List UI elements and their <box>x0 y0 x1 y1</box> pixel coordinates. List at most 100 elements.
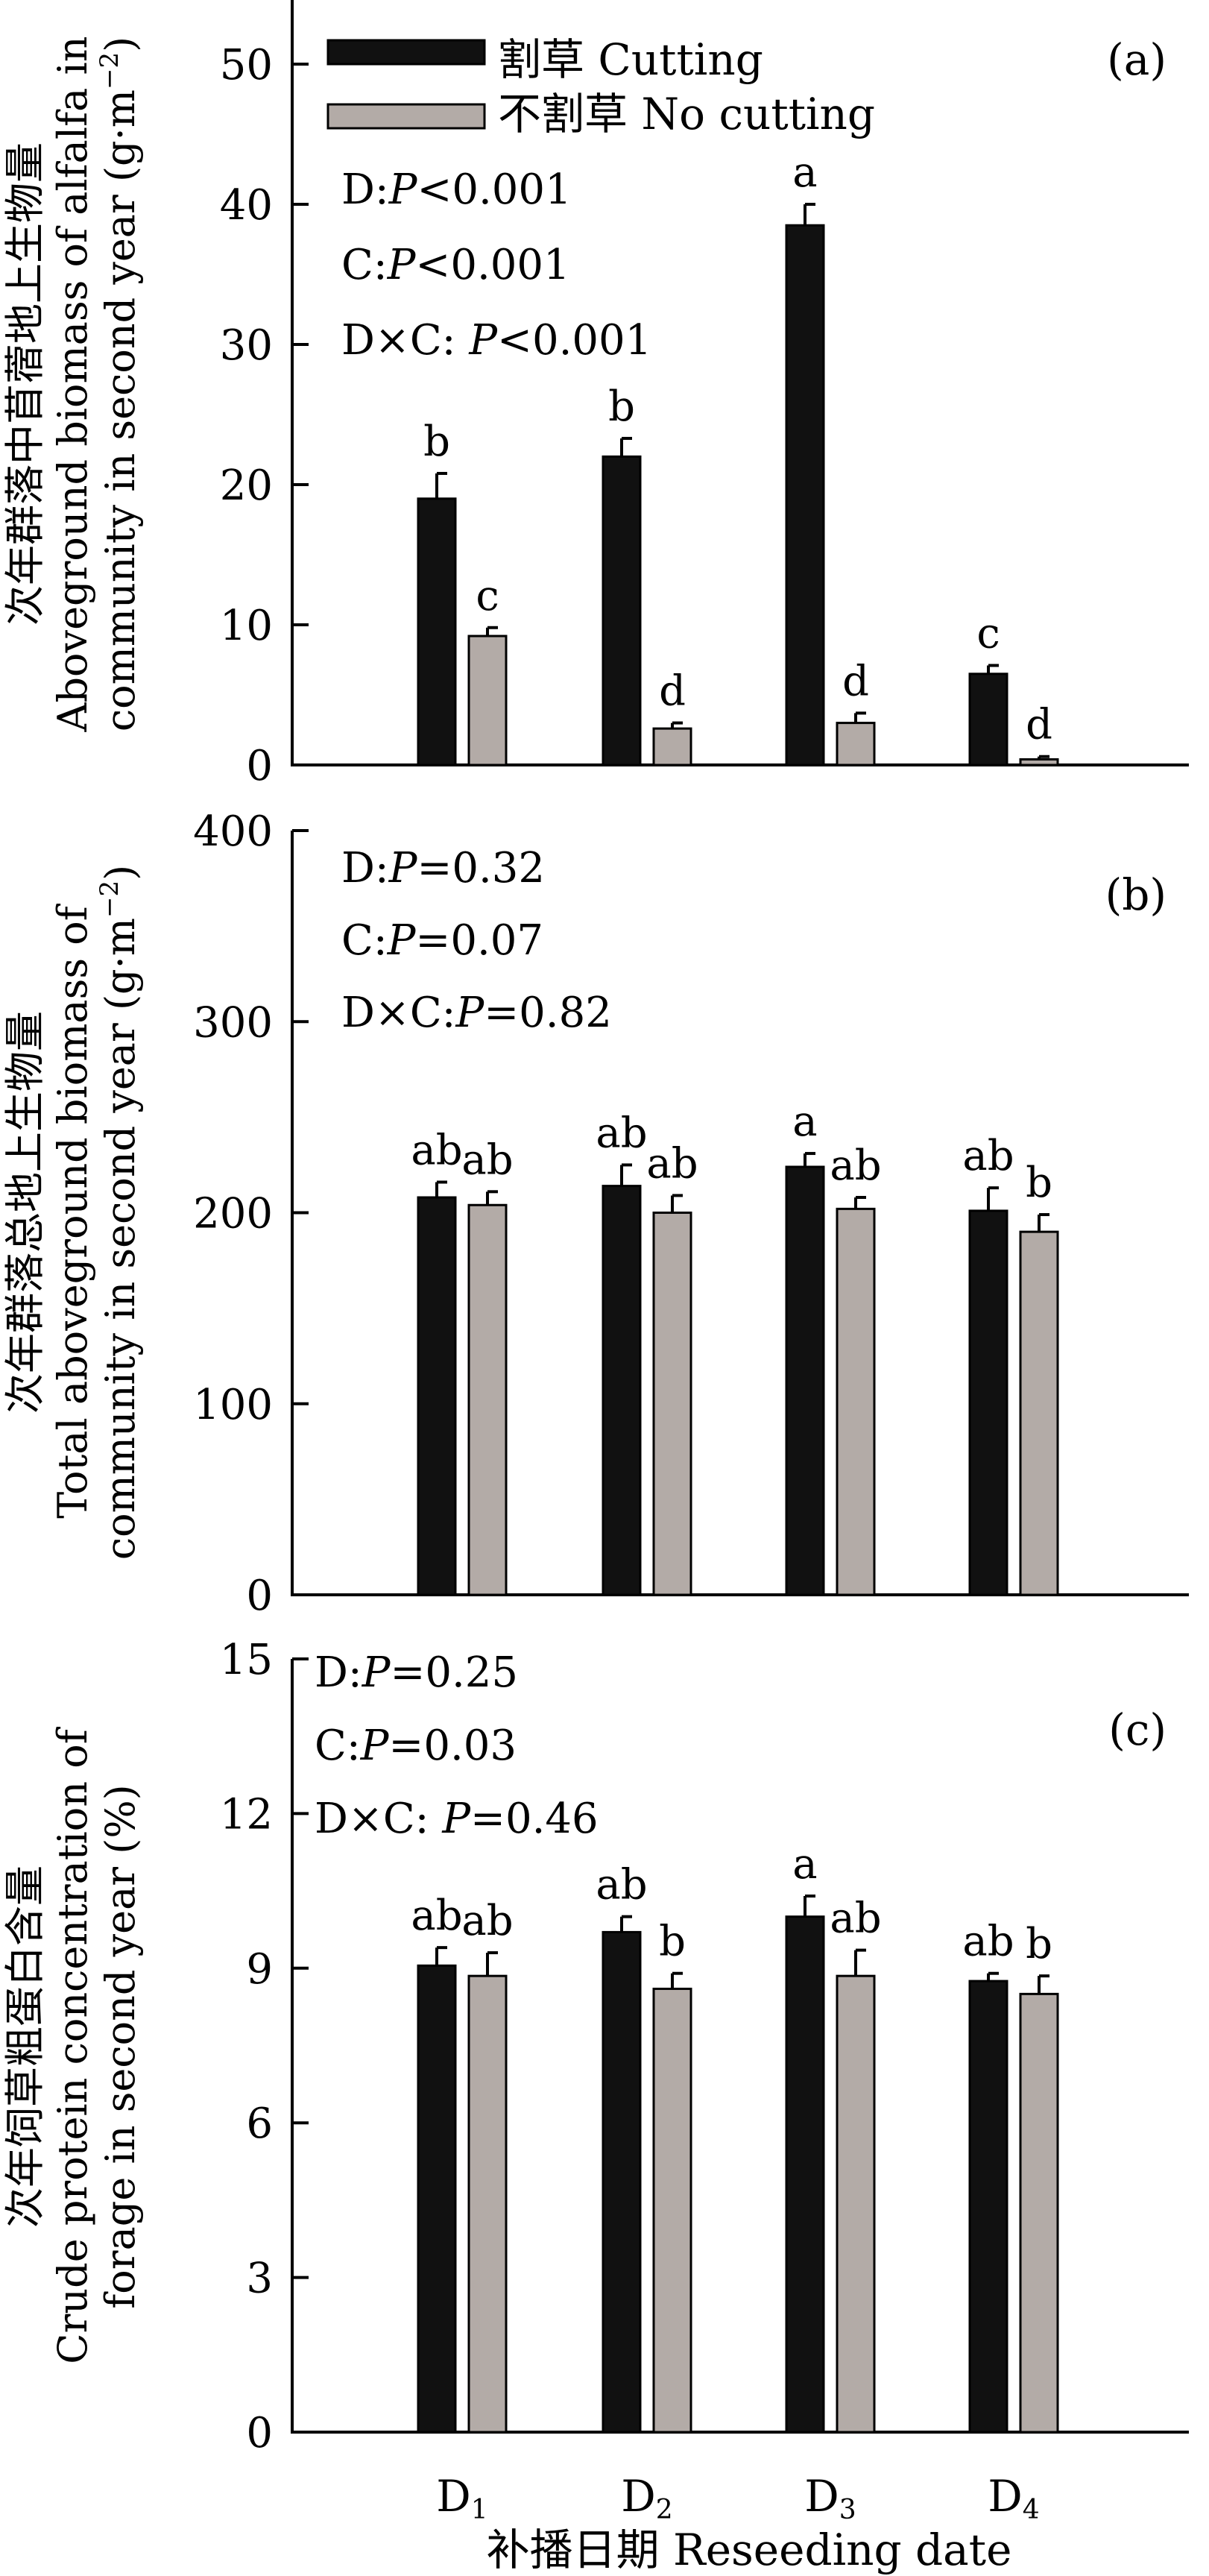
significance-letter: d <box>842 657 869 705</box>
bar-cutting <box>968 1209 1008 1596</box>
significance-letter: ab <box>596 1109 647 1157</box>
bar-no-cutting <box>467 634 508 766</box>
panel-label: (c) <box>1108 1704 1167 1755</box>
significance-letter: ab <box>461 1136 513 1184</box>
significance-letter: ab <box>461 1897 513 1945</box>
stats: D:P<0.001 C:P<0.001 D×C: P<0.001 <box>341 166 651 365</box>
y-tick-label: 3 <box>246 2255 273 2303</box>
significance-letter: a <box>792 1098 817 1146</box>
y-axis-title-en-2: forage in second year (%) <box>97 1784 144 2308</box>
bar-cutting <box>417 497 457 766</box>
stat-line: D×C: P<0.001 <box>341 316 651 365</box>
y-tick-label: 40 <box>220 181 273 230</box>
legend: 割草 Cutting 不割草 No cutting <box>326 34 875 139</box>
significance-letter: b <box>659 1918 686 1966</box>
x-axis-title: 补播日期 Reseeding date <box>487 2525 1012 2575</box>
panel-label: (a) <box>1107 34 1167 85</box>
y-axis-title: 次年群落总地上生物量 Total aboveground biomass of … <box>1 865 144 1560</box>
significance-letter: c <box>476 572 499 620</box>
x-tick-label: D3 <box>804 2471 856 2525</box>
y-ticks: 0 3 6 9 12 15 <box>220 1636 309 2457</box>
x-tick-label: D1 <box>436 2471 487 2525</box>
bar-no-cutting <box>1019 758 1059 766</box>
x-tick-label: D4 <box>988 2471 1039 2525</box>
y-tick-label: 9 <box>246 1945 273 1994</box>
significance-letter: ab <box>962 1132 1014 1180</box>
significance-letter: b <box>608 382 635 431</box>
legend-label-cutting: 割草 Cutting <box>498 34 763 85</box>
significance-letter: c <box>976 610 1000 658</box>
bar-no-cutting <box>836 722 876 766</box>
significance-letter: d <box>1026 701 1052 749</box>
bar-cutting <box>602 1930 642 2434</box>
y-axis-title-en-1: Total aboveground biomass of <box>49 903 96 1518</box>
bar-no-cutting <box>467 1974 508 2434</box>
y-tick-label: 20 <box>220 462 273 510</box>
significance-letter: ab <box>962 1918 1014 1966</box>
y-axis-title-en-2: community in second year (g·m−2) <box>95 37 144 731</box>
stat-line: C:P=0.03 <box>315 1722 517 1770</box>
y-tick-label: 6 <box>246 2100 273 2148</box>
y-axis-title-cn: 次年群落总地上生物量 <box>1 1011 48 1414</box>
y-axis-title: 次年群落中苜蓿地上生物量 Aboveground biomass of alfa… <box>1 36 144 732</box>
significance-letter: d <box>659 667 686 716</box>
bar-no-cutting <box>836 1207 876 1596</box>
bar-no-cutting <box>1019 1230 1059 1596</box>
significance-letter: ab <box>411 1127 462 1175</box>
stat-line: D:P=0.25 <box>315 1648 518 1697</box>
bar-cutting <box>417 1196 457 1596</box>
legend-swatch-no-cutting <box>326 103 486 130</box>
stat-line: C:P=0.07 <box>341 916 543 965</box>
bar-cutting <box>602 455 642 766</box>
significance-letter: b <box>1026 1920 1052 1968</box>
legend-swatch-cutting <box>326 39 486 66</box>
bar-cutting <box>968 673 1008 766</box>
bar-cutting <box>968 1980 1008 2434</box>
significance-letter: a <box>792 1840 817 1889</box>
significance-letter: ab <box>411 1892 462 1940</box>
x-tick-labels: D1 D2 D3 D4 <box>436 2471 1039 2525</box>
y-tick-label: 300 <box>193 998 273 1047</box>
stat-line: D×C:P=0.82 <box>341 989 612 1037</box>
bar-no-cutting <box>1019 1992 1059 2434</box>
panel-label: (b) <box>1105 869 1167 920</box>
y-ticks: 0 100 200 300 400 <box>193 807 309 1620</box>
y-tick-label: 0 <box>246 742 273 790</box>
y-tick-label: 0 <box>246 1572 273 1620</box>
significance-letter: ab <box>596 1861 647 1909</box>
stats: D:P=0.32 C:P=0.07 D×C:P=0.82 <box>341 844 612 1037</box>
y-axis-title: 次年饲草粗蛋白含量 Crude protein concentration of… <box>1 1726 144 2364</box>
y-tick-label: 12 <box>220 1790 273 1839</box>
bar-cutting <box>417 1964 457 2434</box>
bar-no-cutting <box>652 1212 692 1596</box>
stats: D:P=0.25 C:P=0.03 D×C: P=0.46 <box>315 1648 599 1843</box>
y-tick-label: 100 <box>193 1381 273 1429</box>
y-tick-label: 10 <box>220 602 273 650</box>
y-axis-title-en-1: Aboveground biomass of alfalfa in <box>49 36 96 732</box>
bar-no-cutting <box>652 1987 692 2434</box>
bar-cutting <box>602 1185 642 1596</box>
bar-cutting <box>785 1165 825 1596</box>
stat-line: D:P<0.001 <box>341 166 572 214</box>
significance-letter: ab <box>830 1895 881 1943</box>
bar-no-cutting <box>652 727 692 766</box>
y-axis-title-en-2: community in second year (g·m−2) <box>95 865 144 1560</box>
legend-label-no-cutting: 不割草 No cutting <box>498 89 875 139</box>
stat-line: C:P<0.001 <box>341 241 570 289</box>
bar-cutting <box>785 1915 825 2434</box>
y-axis-title-cn: 次年饲草粗蛋白含量 <box>1 1865 48 2228</box>
x-tick-label: D2 <box>621 2471 672 2525</box>
y-tick-label: 0 <box>246 2409 273 2457</box>
significance-letter: a <box>792 148 817 197</box>
bar-cutting <box>785 224 825 766</box>
bar-no-cutting <box>836 1974 876 2434</box>
y-tick-label: 30 <box>220 321 273 370</box>
significance-letter: b <box>1026 1159 1052 1207</box>
